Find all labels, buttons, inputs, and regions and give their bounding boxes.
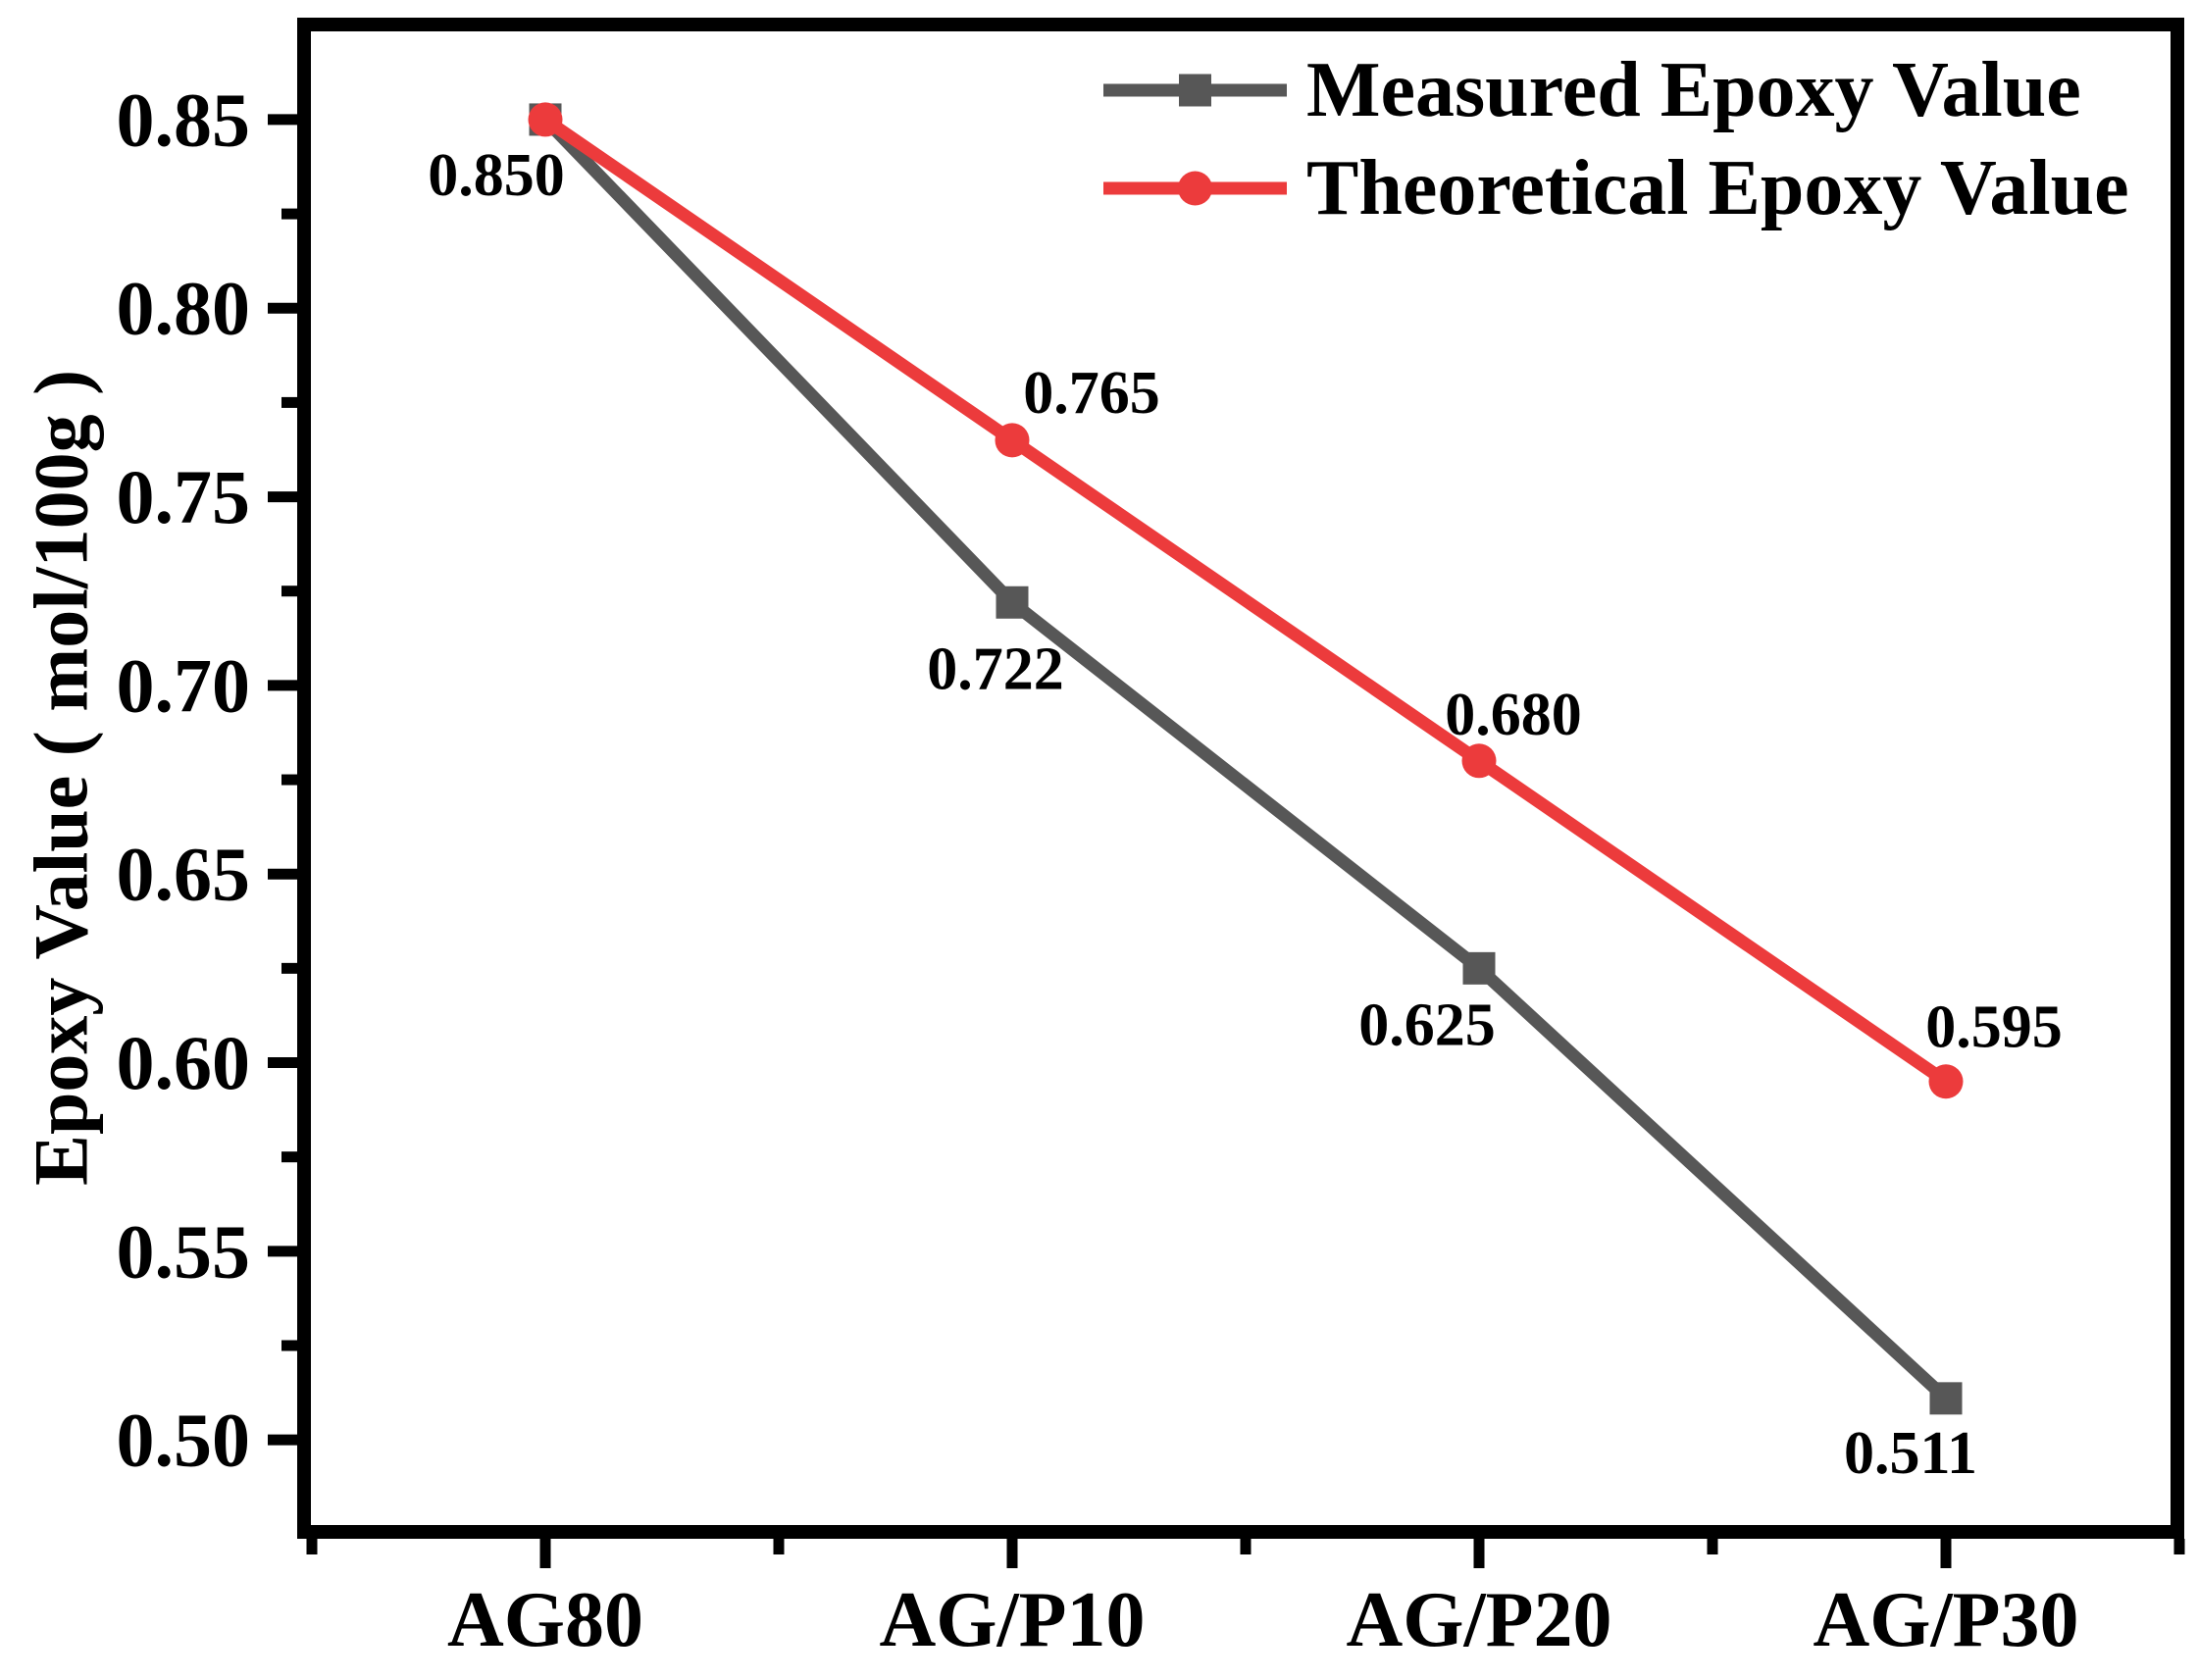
y-tick-label: 0.50	[117, 1398, 251, 1483]
legend-circle-marker	[1178, 171, 1212, 206]
point-label: 0.722	[927, 636, 1064, 702]
point-label: 0.680	[1445, 682, 1582, 748]
measured-marker	[996, 585, 1029, 619]
theoretical-marker	[1461, 743, 1497, 779]
theoretical-series-line	[541, 114, 1950, 1088]
measured-marker	[1462, 951, 1496, 985]
measured-series-line	[540, 115, 1951, 1403]
x-category-label: AG/P20	[1346, 1577, 1611, 1663]
y-tick-label: 0.75	[117, 454, 251, 539]
y-tick-label: 0.60	[117, 1020, 251, 1105]
y-tick-label: 0.55	[117, 1208, 251, 1294]
y-tick-label: 0.65	[117, 832, 251, 917]
legend: Measured Epoxy Value Theoretical Epoxy Va…	[1103, 47, 2129, 231]
x-category-label: AG80	[447, 1577, 643, 1663]
measured-marker	[1929, 1382, 1963, 1415]
legend-label-theoretical: Theoretical Epoxy Value	[1306, 145, 2129, 231]
y-axis-title: Epoxy Value ( mol/100g )	[19, 370, 104, 1186]
legend-item-theoretical: Theoretical Epoxy Value	[1103, 145, 2129, 231]
legend-square-marker	[1179, 74, 1211, 107]
legend-label-measured: Measured Epoxy Value	[1306, 47, 2081, 133]
theoretical-marker	[1928, 1064, 1964, 1099]
point-label: 0.850	[428, 142, 565, 209]
x-category-label: AG/P30	[1813, 1577, 2078, 1663]
point-label: 0.625	[1358, 992, 1496, 1058]
point-label: 0.595	[1925, 994, 2063, 1061]
theoretical-marker	[528, 102, 563, 137]
y-tick-label: 0.70	[117, 642, 251, 728]
plot-border	[297, 18, 2184, 1539]
legend-item-measured: Measured Epoxy Value	[1103, 47, 2081, 133]
y-tick-label: 0.85	[117, 76, 251, 162]
y-tick-label: 0.80	[117, 266, 251, 351]
point-label: 0.765	[1023, 360, 1160, 427]
x-category-label: AG/P10	[879, 1577, 1145, 1663]
point-label: 0.511	[1844, 1420, 1977, 1487]
theoretical-marker	[995, 423, 1030, 458]
